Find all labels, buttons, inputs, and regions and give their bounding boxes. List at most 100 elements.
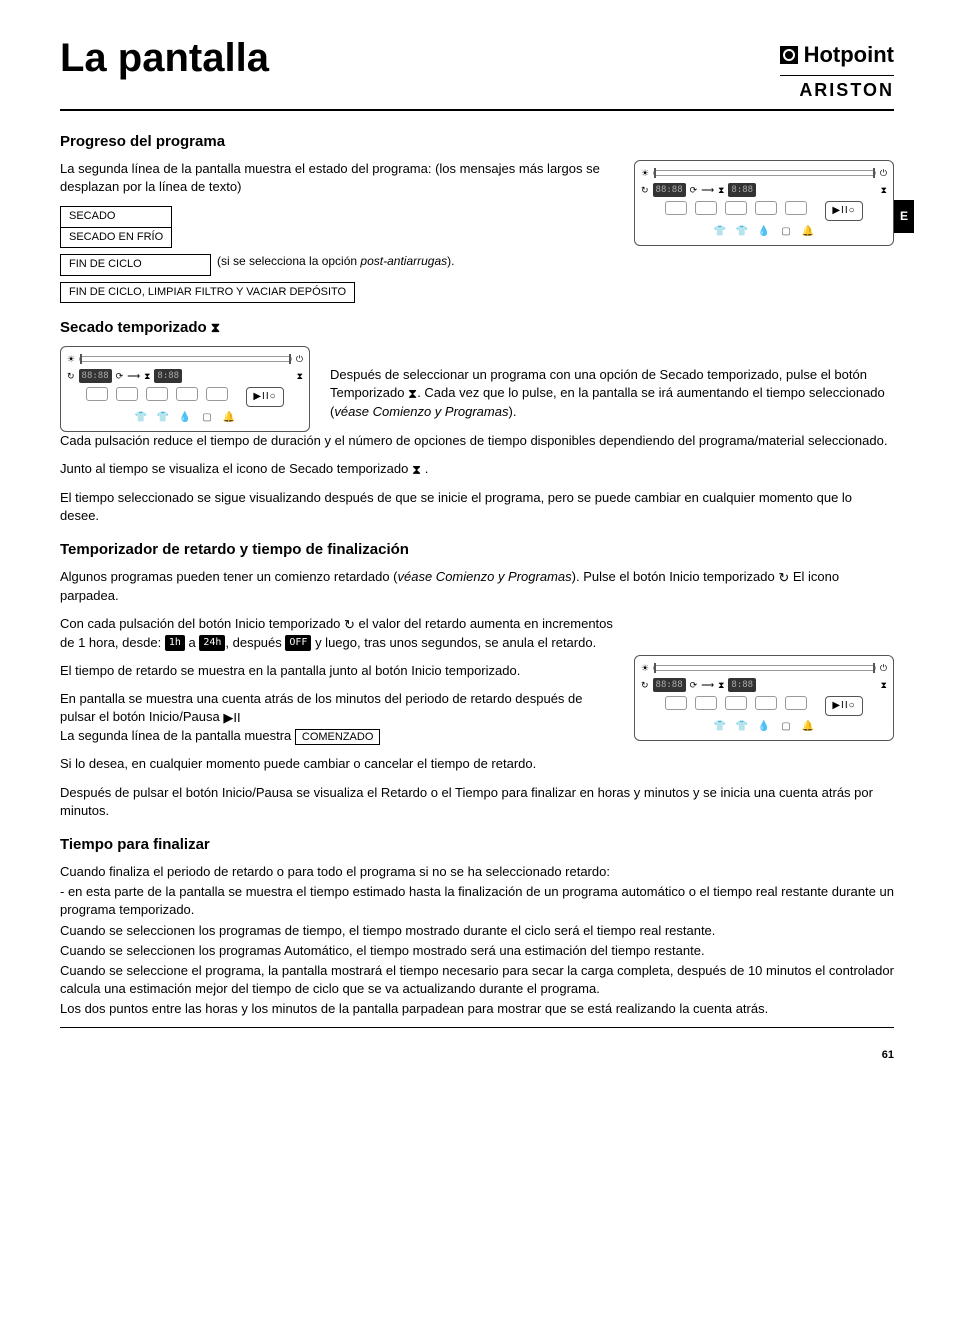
panel-btn [785,201,807,215]
sheet-icon: ▢ [200,411,214,425]
hourglass-icon-2: ⧗ [881,679,887,692]
clock-arrow-icon: ↻ [778,569,789,587]
delay-p2-a: a [185,635,199,650]
delay-p2-after: , después [225,635,285,650]
hourglass-icon: ⧗ [718,184,724,197]
status-table-3: FIN DE CICLO, LIMPIAR FILTRO Y VACIAR DE… [60,282,355,303]
hourglass-icon: ⧗ [408,385,417,403]
hourglass-icon: ⧗ [211,319,220,337]
timed-row: ☀ ⏻ ↻ 88:88 ⟳ ⟶ ⧗ 8:88 ⧗ ▶II○ [60,346,894,432]
timed-p3: Junto al tiempo se visualiza el icono de… [60,460,894,479]
timed-p3-post: . [425,461,429,476]
delay-p4: En pantalla se muestra una cuenta atrás … [60,690,614,745]
finish-p3: Cuando se seleccionen los programas de t… [60,922,894,940]
status-r3: FIN DE CICLO [61,255,211,275]
sheet-icon: ▢ [779,225,793,239]
digit-1h: 1h [165,635,185,651]
digit-display: 88:88 [653,183,686,198]
panel-btn [725,201,747,215]
progress-track [79,356,292,362]
display-panel-3: ☀ ⏻ ↻ 88:88 ⟳ ⟶ ⧗ 8:88 ⧗ ▶II○ [634,655,894,741]
delay-left: Con cada pulsación del botón Inicio temp… [60,615,614,755]
shirt-icon: 👕 [713,225,727,239]
panel-btn [755,696,777,710]
play-pause-icon: ▶II○ [825,696,862,716]
icon-row: 👕 👕 💧 ▢ 🔔 [67,411,303,425]
shirt-icon: 👕 [134,411,148,425]
play-pause-icon: ▶II○ [246,387,283,407]
progress-row: La segunda línea de la pantalla muestra … [60,160,894,303]
finish-p2: - en esta parte de la pantalla se muestr… [60,883,894,919]
icon-row: 👕 👕 💧 ▢ 🔔 [641,720,887,734]
status-r3-note: (si se selecciona la opción post-antiarr… [211,253,454,270]
panel-btn [86,387,108,401]
progress-intro: La segunda línea de la pantalla muestra … [60,160,614,196]
heading-timed-text: Secado temporizado [60,319,207,336]
progress-panel-wrap: ☀ ⏻ ↻ 88:88 ⟳ ⟶ ⧗ 8:88 ⧗ ▶II○ [634,160,894,246]
display-panel-1: ☀ ⏻ ↻ 88:88 ⟳ ⟶ ⧗ 8:88 ⧗ ▶II○ [634,160,894,246]
delay-panel-wrap: ☀ ⏻ ↻ 88:88 ⟳ ⟶ ⧗ 8:88 ⧗ ▶II○ [634,615,894,741]
page-header: La pantalla Hotpoint ARISTON [60,30,894,111]
panel-btn [695,696,717,710]
digit-off: OFF [285,635,311,651]
digit-display-2: 8:88 [728,678,756,693]
play-pause-icon: ▶II○ [825,201,862,221]
delay-p1-pre: Algunos programas pueden tener un comien… [60,569,398,584]
drop-icon: 💧 [757,225,771,239]
refresh-icon: ⟳ [690,679,698,692]
delay-p3: El tiempo de retardo se muestra en la pa… [60,662,614,680]
status-r1: SECADO [61,207,172,227]
brand-hotpoint-text: Hotpoint [804,40,894,71]
timed-p4: El tiempo seleccionado se sigue visualiz… [60,489,894,525]
panel-btn [725,696,747,710]
clock-arrow-icon: ↻ [344,616,355,634]
panel-btn [755,201,777,215]
delay-p1-mid: ). Pulse el botón Inicio temporizado [572,569,779,584]
delay-p4-pre: En pantalla se muestra una cuenta atrás … [60,691,583,724]
footer-rule [60,1027,894,1028]
refresh-icon: ⟳ [690,184,698,197]
timed-p1-end: ). [508,404,516,419]
icon-row: 👕 👕 💧 ▢ 🔔 [641,225,887,239]
power-icon: ⏻ [296,353,303,366]
hourglass-icon-2: ⧗ [881,184,887,197]
brand-ariston: ARISTON [780,75,894,103]
brand-hotpoint: Hotpoint [780,40,894,71]
panel-btn [116,387,138,401]
bell-icon: 🔔 [801,720,815,734]
status-table: SECADO SECADO EN FRÍO [60,206,172,248]
play-pause-icon: ▶II [223,709,240,727]
delay-p2-end: y luego, tras unos segundos, se anula el… [311,635,596,650]
status-r4: FIN DE CICLO, LIMPIAR FILTRO Y VACIAR DE… [61,282,355,302]
heading-finish: Tiempo para finalizar [60,834,894,855]
status-table-2: FIN DE CICLO [60,254,211,275]
sheet-icon: ▢ [779,720,793,734]
brand-logo-icon [780,46,798,64]
heading-timed: Secado temporizado ⧗ [60,317,894,338]
r3-note-italic: post-antiarrugas [360,254,447,268]
delay-row: Con cada pulsación del botón Inicio temp… [60,615,894,755]
digit-display-2: 8:88 [728,183,756,198]
btn-row: ▶II○ [67,387,303,407]
panel-btn [665,696,687,710]
finish-p4: Cuando se seleccionen los programas Auto… [60,942,894,960]
delay-p6: Después de pulsar el botón Inicio/Pausa … [60,784,894,820]
progress-track [653,170,876,176]
panel-btn [176,387,198,401]
page-number: 61 [60,1048,894,1063]
hourglass-icon: ⧗ [412,461,421,479]
finish-p1: Cuando finaliza el periodo de retardo o … [60,863,894,881]
brand-block: Hotpoint ARISTON [780,30,894,103]
heading-delay: Temporizador de retardo y tiempo de fina… [60,539,894,560]
timed-panel-wrap: ☀ ⏻ ↻ 88:88 ⟳ ⟶ ⧗ 8:88 ⧗ ▶II○ [60,346,310,432]
delay-p2: Con cada pulsación del botón Inicio temp… [60,615,614,652]
shirt-icon: 👕 [156,411,170,425]
digit-24h: 24h [199,635,225,651]
delay-p5: Si lo desea, en cualquier momento puede … [60,755,894,773]
clock-icon: ↻ [641,184,649,197]
digit-display: 88:88 [653,678,686,693]
heading-progress: Progreso del programa [60,131,894,152]
page-title: La pantalla [60,30,269,86]
digit-display-2: 8:88 [154,369,182,384]
language-tab: E [894,200,914,233]
